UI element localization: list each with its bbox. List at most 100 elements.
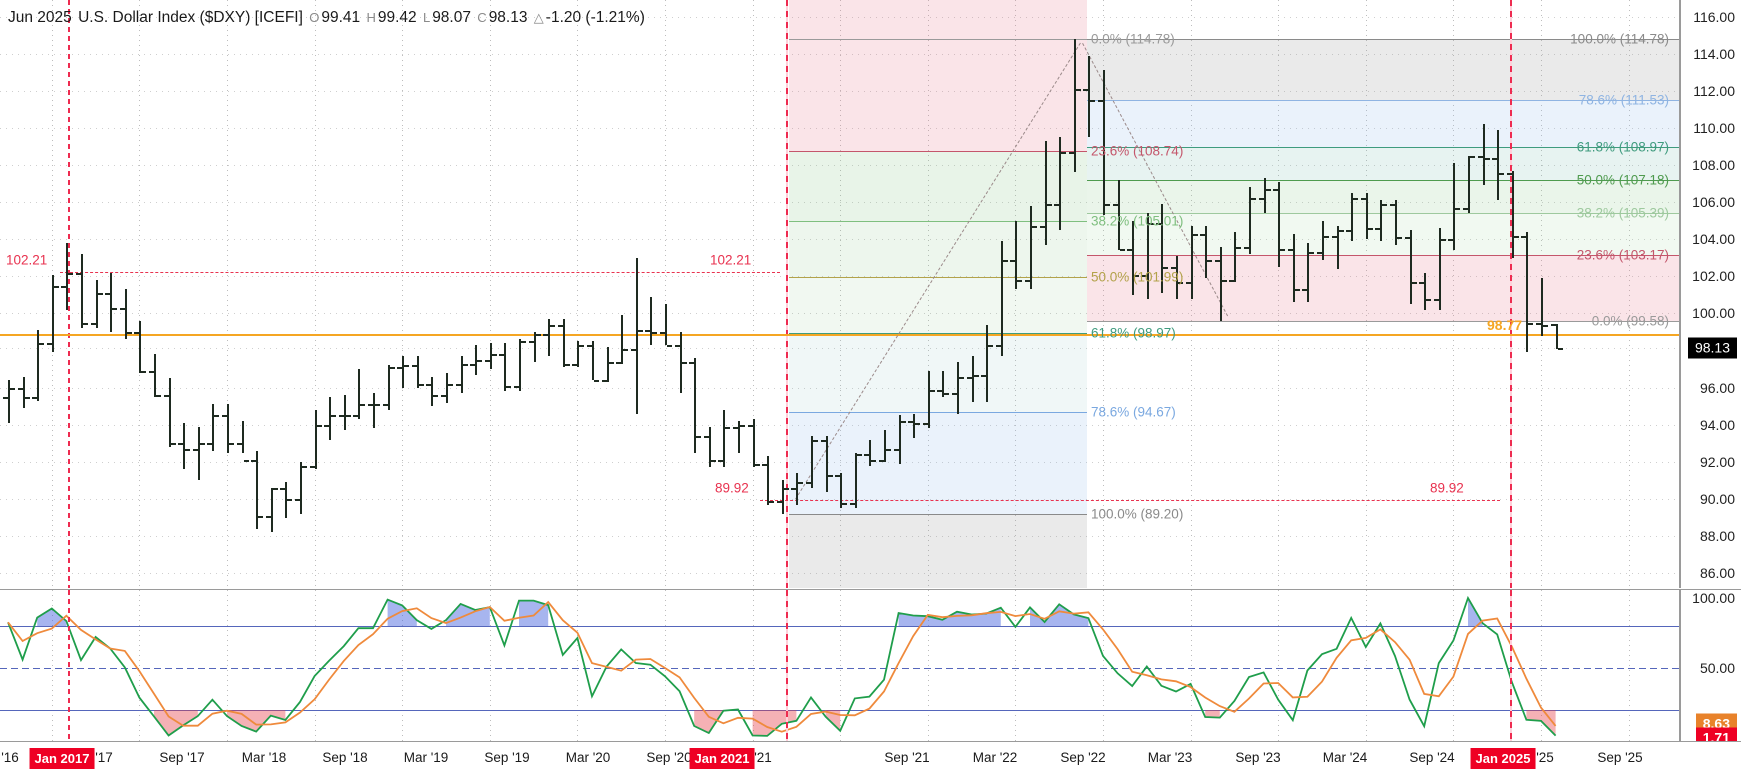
ohlc-close-tick xyxy=(375,404,380,407)
fibonacci-level-line xyxy=(1087,180,1679,182)
gridline-vertical xyxy=(1103,0,1104,588)
ohlc-bar xyxy=(314,409,317,470)
ohlc-close-tick xyxy=(1221,280,1227,283)
ohlc-bar xyxy=(840,472,843,509)
ohlc-close-tick xyxy=(1557,348,1563,351)
ohlc-close-tick xyxy=(1470,155,1475,158)
price-axis-tick: 92.00 xyxy=(1699,453,1735,470)
ohlc-close-tick xyxy=(929,389,935,392)
ohlc-open-tick xyxy=(1244,246,1249,249)
ohlc-close-tick xyxy=(1090,100,1096,103)
ohlc-bar xyxy=(416,356,419,388)
ohlc-open-tick xyxy=(1273,189,1279,192)
gridline-vertical xyxy=(1103,590,1104,741)
ohlc-bar xyxy=(1146,213,1149,299)
ohlc-open-tick xyxy=(484,359,490,362)
fibonacci-zone xyxy=(789,412,1087,514)
ohlc-close-tick xyxy=(1294,289,1300,292)
gridline-horizontal xyxy=(0,498,1679,500)
ohlc-close-tick xyxy=(1046,204,1052,207)
fibonacci-level-line xyxy=(789,513,1087,515)
price-axis-tick: 100.00 xyxy=(1692,305,1735,322)
gridline-vertical xyxy=(840,0,842,588)
ohlc-open-tick xyxy=(1156,222,1162,225)
stochastic-pane[interactable]: Stochastic, Fast (14, 3, MA) (14, 3, MA)… xyxy=(0,589,1680,741)
resistance-line xyxy=(60,272,780,274)
time-axis-label: Sep '18 xyxy=(322,750,368,765)
gridline-vertical xyxy=(1628,590,1630,741)
stoch-oversold-area xyxy=(752,710,797,736)
ohlc-bar xyxy=(592,341,594,381)
ohlc-bar xyxy=(1292,233,1295,303)
ohlc-open-tick xyxy=(441,395,446,398)
gridline-vertical xyxy=(139,0,141,588)
ohlc-bar xyxy=(1088,55,1091,138)
ohlc-bar xyxy=(1117,179,1120,251)
vertical-marker-jan2021 xyxy=(786,0,788,588)
fibonacci-level-line xyxy=(789,220,1087,222)
ohlc-open-tick xyxy=(849,502,855,505)
ohlc-bar xyxy=(1424,272,1427,310)
ohlc-close-tick xyxy=(287,498,293,501)
stochastic-axis[interactable]: 100.00 50.00 8.63 1.71 xyxy=(1680,589,1741,749)
stoch-overbought-area xyxy=(1030,604,1089,626)
time-axis[interactable]: '16 Jan 2017'17 Sep '17 Mar '18 Sep '18 Mar '… xyxy=(0,741,1741,775)
gridline-vertical xyxy=(139,590,141,741)
ohlc-close-tick xyxy=(39,343,45,346)
time-axis-label: Sep '20 xyxy=(646,750,692,765)
time-axis-label: Mar '23 xyxy=(1147,750,1193,765)
fibonacci-level-label: 23.6% (103.17) xyxy=(1576,247,1669,263)
fibonacci-zone xyxy=(1087,180,1679,214)
ohlc-open-tick xyxy=(1010,259,1016,262)
time-axis-label: Sep '23 xyxy=(1235,750,1281,765)
support-price-label-left: 89.92 xyxy=(715,480,749,496)
ohlc-bar xyxy=(533,332,536,362)
ohlc-open-tick xyxy=(1083,89,1089,92)
support-price-label-right: 89.92 xyxy=(1430,480,1464,496)
ohlc-close-tick xyxy=(24,396,30,399)
ohlc-bar xyxy=(270,487,273,533)
ohlc-bar xyxy=(358,369,361,420)
ohlc-bar xyxy=(1030,205,1032,290)
ohlc-open-tick xyxy=(1346,230,1352,232)
fibonacci-level-label: 61.8% (98.97) xyxy=(1091,325,1176,341)
ohlc-close-tick xyxy=(1061,152,1067,155)
price-axis-tick: 108.00 xyxy=(1692,157,1735,174)
gridline-horizontal xyxy=(0,165,1679,167)
ohlc-close-tick xyxy=(769,500,775,503)
ohlc-open-tick xyxy=(1141,274,1147,277)
ohlc-open-tick xyxy=(937,389,943,392)
ohlc-open-tick xyxy=(908,421,914,424)
fibonacci-zone xyxy=(789,39,1087,152)
ohlc-close-tick xyxy=(1148,222,1154,225)
gridline-horizontal xyxy=(0,461,1679,463)
ohlc-open-tick xyxy=(514,385,519,388)
legend-low-key: L xyxy=(422,10,431,25)
ohlc-bar xyxy=(1541,278,1543,336)
fibonacci-level-label: 38.2% (105.01) xyxy=(1091,213,1184,229)
ohlc-close-tick xyxy=(652,332,658,335)
ohlc-bar xyxy=(1351,192,1354,242)
ohlc-open-tick xyxy=(660,332,665,335)
ohlc-open-tick xyxy=(338,415,344,418)
legend-high-key: H xyxy=(366,10,376,25)
price-axis[interactable]: 116.00 114.00 112.00 110.00 108.00 106.00 104.… xyxy=(1680,0,1741,588)
vertical-marker-jan2017 xyxy=(68,0,70,588)
ohlc-open-tick xyxy=(893,448,899,451)
ohlc-open-tick xyxy=(733,426,738,429)
ohlc-close-tick xyxy=(1192,233,1198,236)
fibonacci-level-label: 61.8% (108.97) xyxy=(1576,139,1669,155)
price-chart-pane[interactable]: 0.0% (114.78) 23.6% (108.74) 38.2% (105.01… xyxy=(0,0,1680,588)
gridline-horizontal xyxy=(0,239,1679,241)
ohlc-close-tick xyxy=(185,448,191,451)
ohlc-bar xyxy=(1205,226,1208,279)
ohlc-close-tick xyxy=(1397,237,1402,240)
time-axis-label: '16 xyxy=(1,750,19,765)
resistance-price-label-left: 102.21 xyxy=(6,252,48,268)
ohlc-bar xyxy=(971,356,974,403)
ohlc-open-tick xyxy=(1477,155,1483,158)
ohlc-close-tick xyxy=(1178,281,1183,284)
legend-low-value: 98.07 xyxy=(432,9,471,26)
legend-contract: Jun 2025 xyxy=(8,9,72,26)
